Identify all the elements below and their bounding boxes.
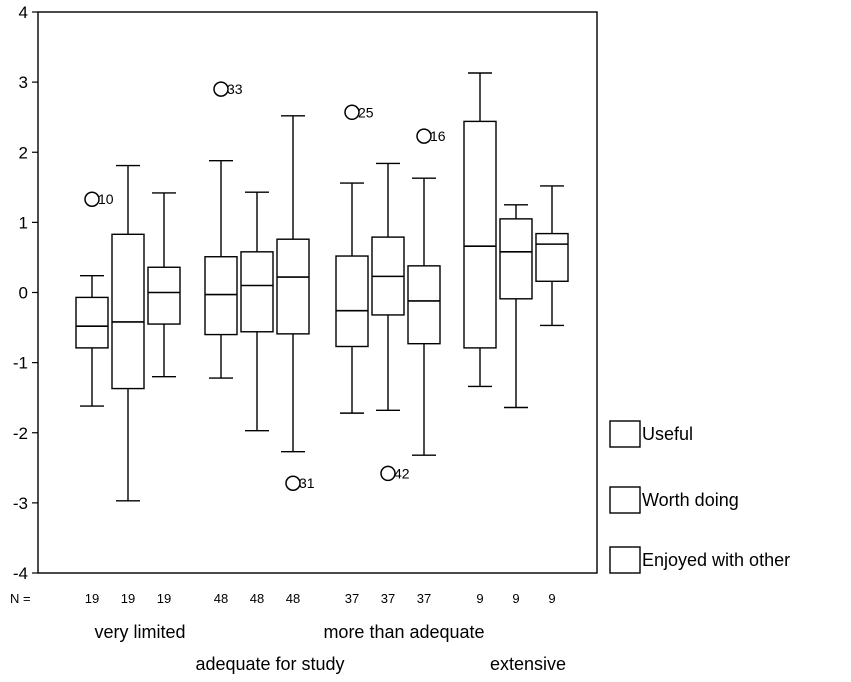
iqr-box [276,238,310,335]
n-prefix-label: N = [10,591,31,606]
n-count-label: 9 [512,591,519,606]
outlier-label: 25 [358,104,374,120]
n-count-label: 37 [381,591,395,606]
iqr-box [111,233,145,390]
y-tick-label: 0 [19,284,28,303]
x-category-label: very limited [94,622,185,642]
y-tick-label: -2 [13,424,28,443]
n-count-label: 19 [157,591,171,606]
y-tick-label: 2 [19,143,28,162]
y-tick-label: -1 [13,354,28,373]
iqr-box [407,265,441,345]
outlier-marker [380,465,396,482]
iqr-box [463,120,497,349]
legend: Useful Worth doing Enjoyed with other [609,420,790,574]
iqr-box [240,251,274,333]
box-3-1 [499,204,533,409]
n-count-label: 48 [250,591,264,606]
legend-label: Useful [642,424,693,444]
iqr-box [335,255,369,348]
outlier-marker [84,191,100,207]
outlier-label: 10 [98,191,114,207]
outlier-label: 31 [299,475,315,491]
y-tick-label: -3 [13,494,28,513]
x-category-label: extensive [490,654,566,674]
y-tick-label: 4 [19,3,28,22]
box-0-2 [147,192,181,378]
box-0-0 [75,274,109,407]
y-tick-label: 1 [19,213,28,232]
iqr-box [204,256,238,336]
n-count-label: 9 [548,591,555,606]
y-tick-label: 3 [19,73,28,92]
outlier-marker [213,81,229,97]
legend-swatch [609,546,641,574]
legend-label: Enjoyed with other [642,550,790,570]
outlier-marker [344,104,360,121]
outlier-marker [285,475,301,491]
box-2-2 [407,177,441,456]
outlier-label: 42 [394,465,410,481]
n-count-label: 19 [85,591,99,606]
n-count-label: 9 [476,591,483,606]
x-category-label: adequate for study [195,654,344,674]
legend-swatch [609,420,641,448]
x-category-labels: very limited adequate for study more than … [94,622,566,674]
n-counts: N = 19 19 19 48 48 48 37 37 37 9 9 9 [10,591,556,606]
n-count-label: 37 [417,591,431,606]
box-3-2 [535,185,569,327]
box-2-1 [371,162,405,412]
x-category-label: more than adequate [323,622,484,642]
n-count-label: 48 [214,591,228,606]
n-count-label: 19 [121,591,135,606]
outlier-marker [416,128,432,144]
iqr-box [75,296,109,349]
box-2-0 [335,182,369,414]
box-0-1 [111,164,145,502]
boxes [75,72,569,502]
iqr-box [147,266,181,325]
y-tick-label: -4 [13,564,28,583]
iqr-box [535,232,569,282]
box-3-0 [463,72,497,388]
box-1-2 [276,115,310,453]
iqr-box [499,218,533,300]
n-count-label: 48 [286,591,300,606]
outlier-label: 16 [430,128,446,144]
box-1-0 [204,159,238,379]
legend-swatch [609,486,641,514]
n-count-label: 37 [345,591,359,606]
box-1-1 [240,191,274,432]
outlier-label: 33 [227,81,243,97]
legend-label: Worth doing [642,490,739,510]
y-axis: 4 3 2 1 0 -1 -2 -3 -4 [13,3,38,583]
outliers: 10 33 31 25 42 16 [84,81,446,491]
